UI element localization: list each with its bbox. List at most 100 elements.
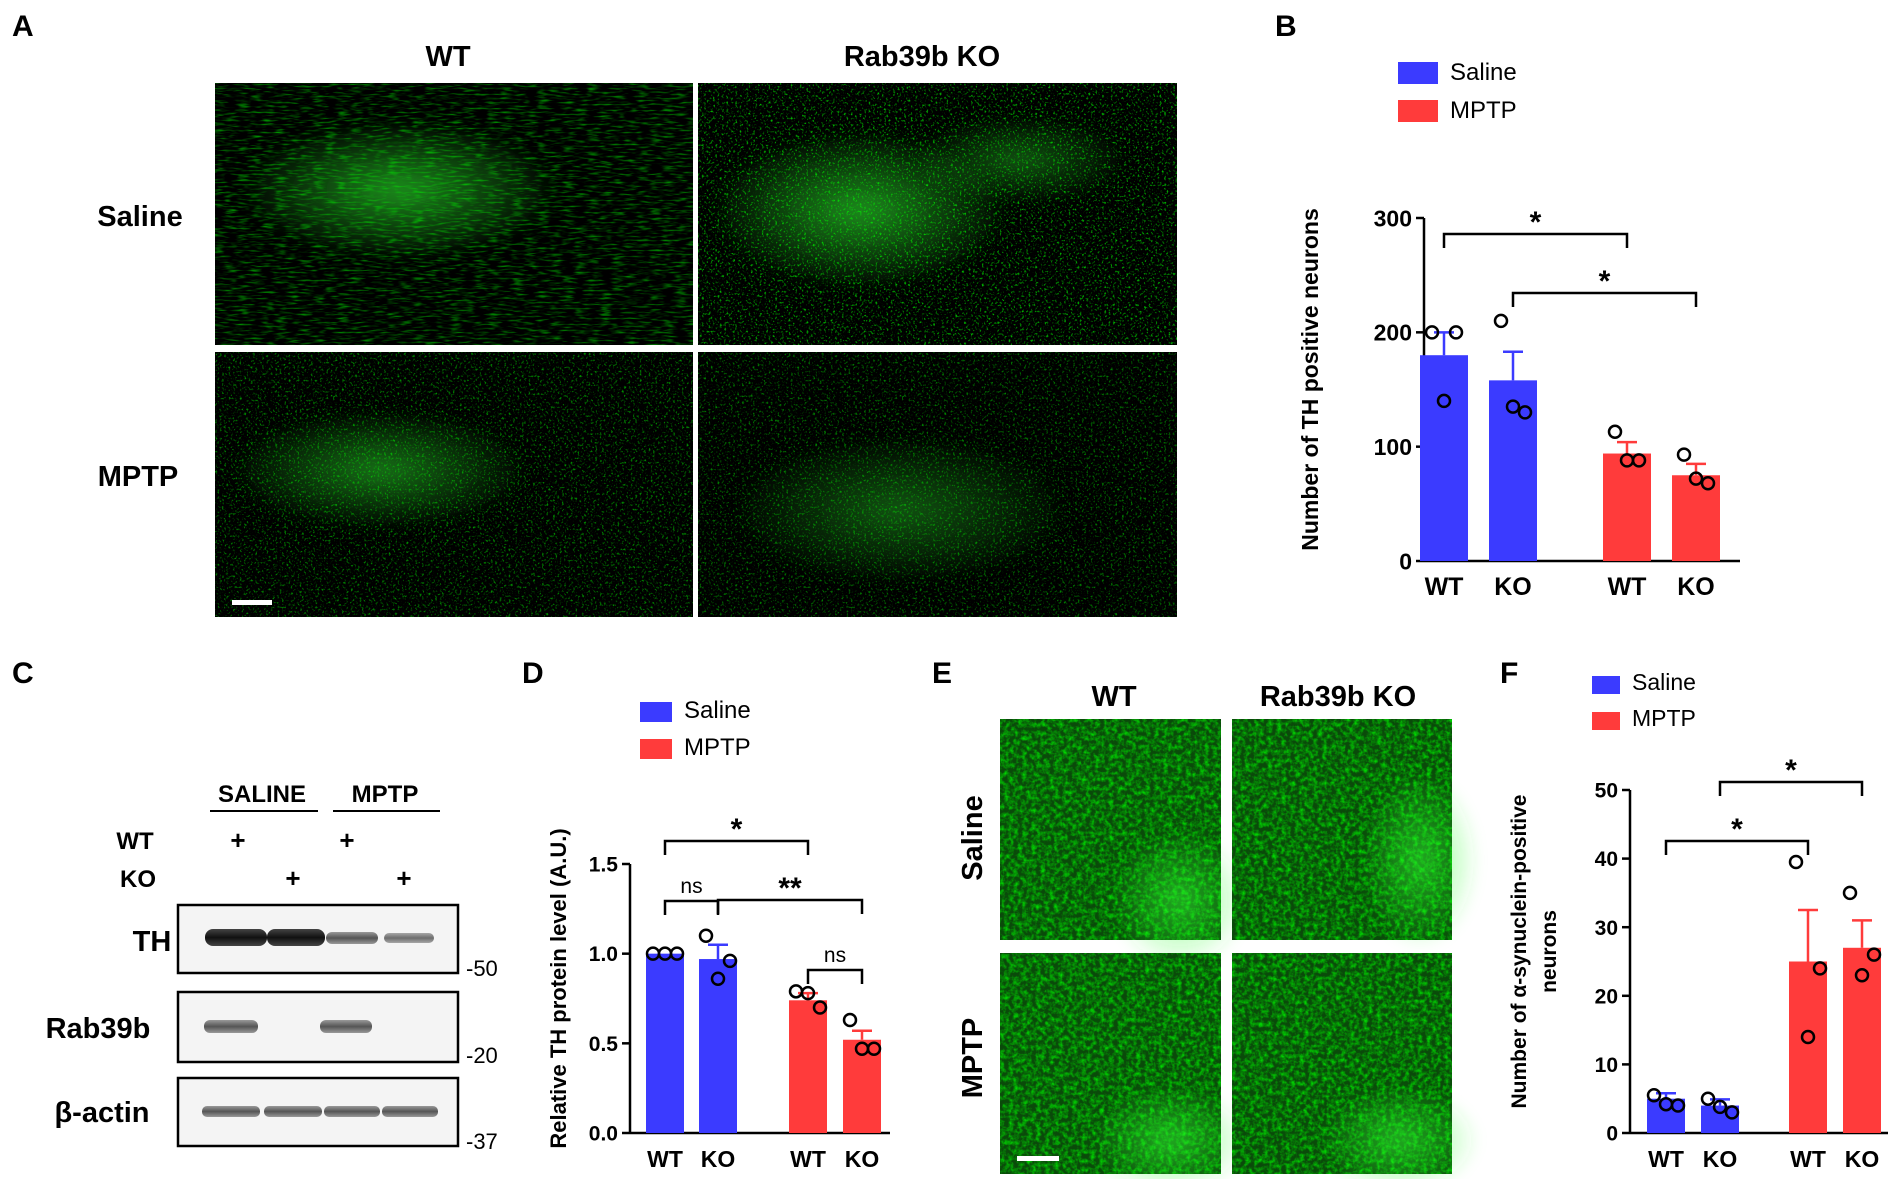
panel-e-row-label-saline: Saline — [957, 795, 989, 880]
panel-c: C SALINE MPTP WT KO + + + + TH -50 Rab39… — [12, 657, 498, 1154]
data-point — [1607, 424, 1623, 440]
data-point — [800, 985, 816, 1001]
significance-label: * — [1599, 265, 1611, 298]
y-tick-label: 30 — [1595, 917, 1618, 940]
y-tick-label: 200 — [1374, 320, 1412, 346]
panel-a-letter: A — [12, 10, 34, 43]
legend-label-mptp: MPTP — [1632, 705, 1696, 731]
data-point — [1788, 854, 1804, 870]
y-tick-label: 20 — [1595, 985, 1618, 1008]
panel-d-chart: D 0.0 0.5 1.0 1.5 Relative TH protein level … — [522, 657, 890, 1172]
x-tick-label: WT — [1608, 573, 1647, 601]
marker-20: -20 — [466, 1043, 498, 1068]
y-axis-label: Number of α-synuclein-positive neurons — [1508, 795, 1561, 1109]
marker-50: -50 — [466, 956, 498, 981]
marker-37: -37 — [466, 1129, 498, 1154]
panel-e-col-label-ko: Rab39b KO — [1260, 681, 1416, 713]
significance-bracket — [806, 968, 864, 984]
legend-label-saline: Saline — [1450, 59, 1517, 86]
y-tick-label: 50 — [1595, 780, 1618, 803]
data-point — [1700, 476, 1716, 491]
legend-swatch-saline — [1398, 62, 1438, 84]
data-point — [1646, 1088, 1662, 1103]
data-point — [1812, 961, 1828, 976]
x-tick-label: WT — [1425, 573, 1464, 601]
group-label-mptp: MPTP — [352, 781, 419, 808]
micrograph-a-ko-saline — [698, 83, 1177, 345]
y-axis-label: Relative TH protein level (A.U.) — [546, 828, 571, 1148]
panel-f-chart: F 0 10 20 30 40 50 Number of α-synuclein-posit… — [1500, 657, 1888, 1172]
legend-swatch-saline — [640, 702, 672, 722]
panel-b-chart: B 0 100 200 300 Number of TH positive neuron… — [1275, 10, 1740, 601]
significance-bracket — [1511, 291, 1698, 307]
genotype-row-ko: KO — [120, 866, 156, 893]
panel-a: A WT Rab39b KO Saline MPTP — [12, 10, 1177, 617]
plus-wt-mptp: + — [339, 825, 354, 855]
significance-label: ** — [778, 872, 802, 905]
data-point — [842, 1012, 858, 1028]
x-tick-label: WT — [790, 1146, 826, 1172]
data-point — [1842, 885, 1858, 901]
blot-label-th: TH — [133, 926, 172, 958]
y-tick-label: 1.0 — [589, 943, 618, 966]
significance-label: ns — [680, 875, 702, 898]
x-tick-label: KO — [1677, 573, 1715, 601]
panel-e-letter: E — [932, 657, 952, 690]
data-point — [1700, 1091, 1716, 1106]
legend-swatch-saline — [1592, 676, 1620, 694]
panel-c-letter: C — [12, 657, 34, 690]
y-tick-label: 10 — [1595, 1054, 1618, 1077]
blot-label-rab39b: Rab39b — [46, 1013, 151, 1045]
legend-swatch-mptp — [1592, 712, 1620, 730]
data-point — [854, 1041, 870, 1056]
significance-bracket — [1442, 232, 1629, 248]
y-tick-label: 0 — [1606, 1123, 1618, 1146]
data-point — [1724, 1105, 1740, 1120]
y-tick-label: 40 — [1595, 848, 1618, 871]
x-tick-label: KO — [1703, 1146, 1738, 1172]
blot-rab39b — [176, 990, 460, 1064]
x-tick-label: WT — [647, 1146, 683, 1172]
bar — [1489, 380, 1537, 561]
plus-wt-saline: + — [230, 825, 245, 855]
y-tick-label: 0 — [1399, 548, 1412, 574]
significance-bracket — [663, 899, 720, 915]
panel-f-letter: F — [1500, 657, 1518, 690]
significance-bracket — [1718, 780, 1864, 796]
y-tick-label: 1.5 — [589, 854, 619, 877]
legend-swatch-mptp — [640, 739, 672, 759]
group-label-saline: SALINE — [218, 781, 306, 808]
y-axis-label: Number of TH positive neurons — [1297, 208, 1323, 550]
significance-label: * — [1530, 206, 1542, 239]
significance-label: * — [1785, 754, 1797, 787]
significance-bracket — [716, 898, 864, 914]
panel-a-row-label-saline: Saline — [97, 201, 182, 233]
significance-label: * — [1731, 813, 1743, 846]
data-point — [1424, 325, 1440, 340]
micrograph-e-ko-saline — [1232, 719, 1480, 950]
legend-swatch-mptp — [1398, 100, 1438, 122]
bar — [699, 959, 737, 1133]
data-point — [1676, 447, 1692, 462]
x-tick-label: KO — [1494, 573, 1532, 601]
micrograph-e-wt-saline — [1000, 719, 1250, 970]
data-point — [1493, 313, 1509, 329]
panel-a-col-label-ko: Rab39b KO — [844, 41, 1000, 73]
legend-label-mptp: MPTP — [684, 734, 751, 761]
micrograph-a-ko-mptp — [698, 352, 1177, 617]
data-point — [669, 946, 685, 961]
panel-e-row-label-mptp: MPTP — [957, 1018, 989, 1099]
bar — [1672, 475, 1720, 561]
y-axis-label-line: Number of α-synuclein-positive — [1508, 795, 1531, 1109]
data-point — [812, 1000, 828, 1015]
x-tick-label: KO — [845, 1146, 880, 1172]
y-tick-label: 100 — [1374, 434, 1412, 460]
bar — [646, 953, 684, 1133]
scale-bar — [1017, 1156, 1059, 1161]
bar — [789, 1000, 827, 1133]
bar — [1603, 453, 1651, 561]
panel-b-letter: B — [1275, 10, 1297, 43]
plus-ko-saline: + — [285, 863, 300, 893]
data-point — [788, 984, 804, 999]
